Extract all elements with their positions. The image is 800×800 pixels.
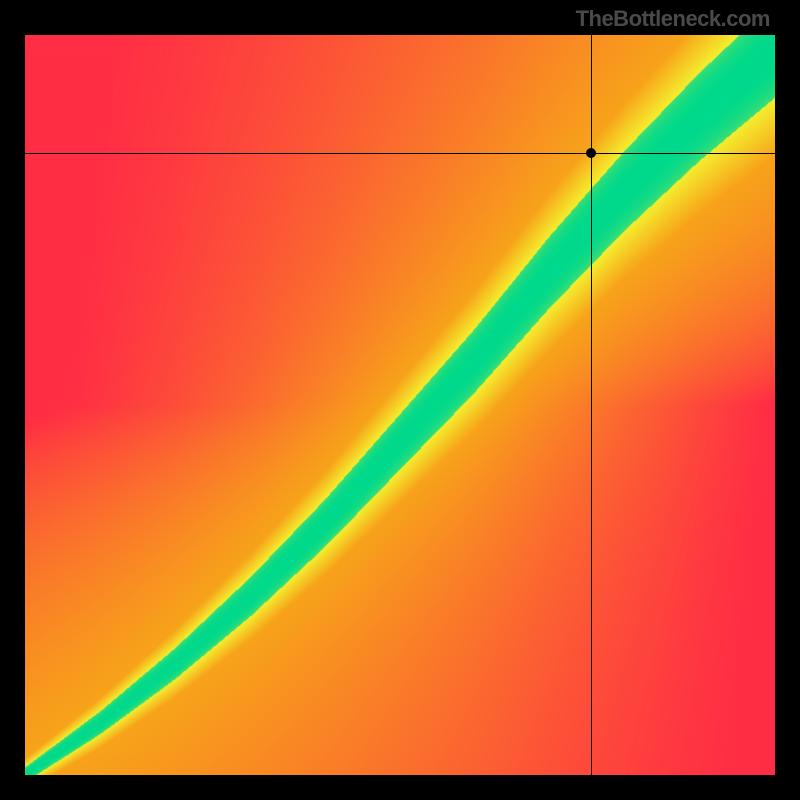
watermark-text: TheBottleneck.com: [576, 6, 770, 32]
crosshair-vertical: [591, 35, 592, 775]
heatmap-canvas: [25, 35, 775, 775]
plot-area: [25, 35, 775, 775]
crosshair-horizontal: [25, 153, 775, 154]
chart-container: TheBottleneck.com: [0, 0, 800, 800]
crosshair-marker: [586, 148, 596, 158]
